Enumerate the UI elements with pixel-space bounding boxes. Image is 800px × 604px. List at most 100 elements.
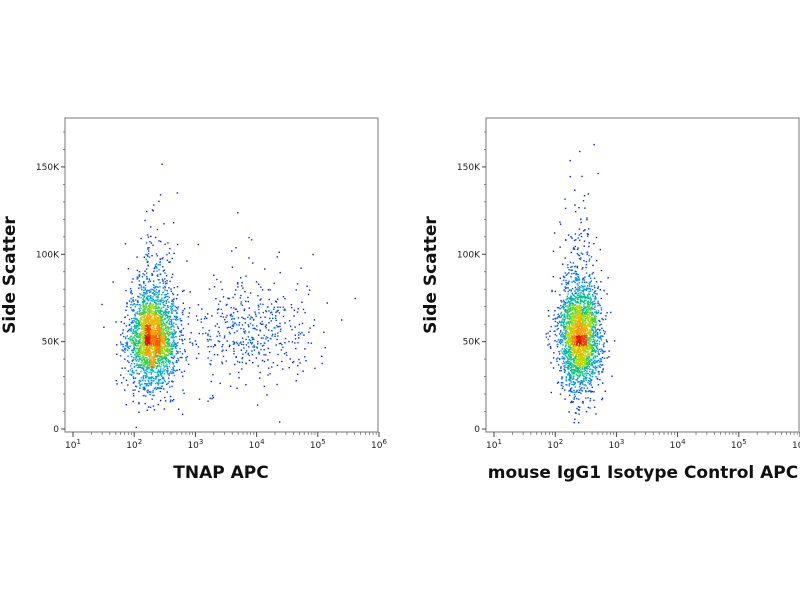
data-point [156, 294, 157, 295]
data-point [575, 211, 576, 212]
data-point [594, 300, 595, 301]
data-point [556, 358, 557, 359]
data-point [590, 302, 591, 303]
data-point [554, 330, 555, 331]
data-point [140, 337, 141, 338]
data-point [164, 357, 165, 358]
data-point [224, 319, 225, 320]
data-point [303, 309, 304, 310]
data-point [132, 390, 133, 391]
x-tick-label: 103 [187, 438, 203, 451]
data-point [159, 366, 160, 367]
data-point [153, 395, 154, 396]
data-point [596, 311, 597, 312]
data-point [579, 151, 580, 152]
data-point [594, 360, 595, 361]
data-point [218, 327, 219, 328]
data-point [136, 343, 137, 344]
data-point [164, 278, 165, 279]
data-point [592, 353, 593, 354]
data-point [157, 344, 158, 345]
data-point [264, 361, 265, 362]
data-point [297, 342, 298, 343]
data-point [272, 314, 273, 315]
data-point [144, 296, 145, 297]
data-point [155, 345, 156, 346]
data-point [262, 289, 263, 290]
data-point [136, 365, 137, 366]
data-point [161, 308, 162, 309]
data-point [149, 312, 150, 313]
data-point [151, 366, 152, 367]
data-point [125, 345, 126, 346]
data-point [169, 381, 170, 382]
data-point [151, 273, 152, 274]
data-point [131, 309, 132, 310]
data-point [158, 384, 159, 385]
data-point [183, 328, 184, 329]
data-point [164, 335, 165, 336]
data-point [207, 357, 208, 358]
data-point [562, 356, 563, 357]
data-point [150, 236, 151, 237]
data-point [582, 267, 583, 268]
data-point [175, 346, 176, 347]
data-point [341, 319, 342, 320]
data-point [280, 307, 281, 308]
data-point [171, 321, 172, 322]
data-point [150, 306, 151, 307]
data-point [167, 370, 168, 371]
data-point [152, 340, 153, 341]
data-point [161, 314, 162, 315]
data-point [558, 351, 559, 352]
data-point [592, 301, 593, 302]
data-point [159, 294, 160, 295]
data-point [241, 368, 242, 369]
data-point [157, 356, 158, 357]
data-point [596, 316, 597, 317]
data-point [149, 359, 150, 360]
data-point [593, 323, 594, 324]
data-point [134, 372, 135, 373]
data-point [588, 291, 589, 292]
data-point [587, 382, 588, 383]
data-point [201, 308, 202, 309]
data-point [170, 308, 171, 309]
data-point [139, 325, 140, 326]
data-point [130, 346, 131, 347]
data-point [131, 301, 132, 302]
data-point [140, 354, 141, 355]
data-point [576, 371, 577, 372]
data-point [157, 255, 158, 256]
data-point [163, 314, 164, 315]
data-point [175, 336, 176, 337]
data-point [158, 374, 159, 375]
data-point [584, 246, 585, 247]
data-point [185, 351, 186, 352]
data-point [173, 326, 174, 327]
data-point [563, 309, 564, 310]
data-point [157, 363, 158, 364]
data-point [551, 392, 552, 393]
data-point [594, 278, 595, 279]
data-point [264, 335, 265, 336]
data-point [132, 310, 133, 311]
data-point [291, 307, 292, 308]
data-point [147, 249, 148, 250]
data-point [576, 334, 577, 335]
data-point [601, 298, 602, 299]
data-point [156, 296, 157, 297]
data-point [166, 355, 167, 356]
data-point [158, 279, 159, 280]
data-point [150, 281, 151, 282]
data-point [150, 407, 151, 408]
data-point [278, 310, 279, 311]
data-point [154, 314, 155, 315]
data-point [173, 322, 174, 323]
data-point [168, 328, 169, 329]
data-point [150, 364, 151, 365]
data-point [566, 367, 567, 368]
data-point [149, 357, 150, 358]
data-point [149, 332, 150, 333]
